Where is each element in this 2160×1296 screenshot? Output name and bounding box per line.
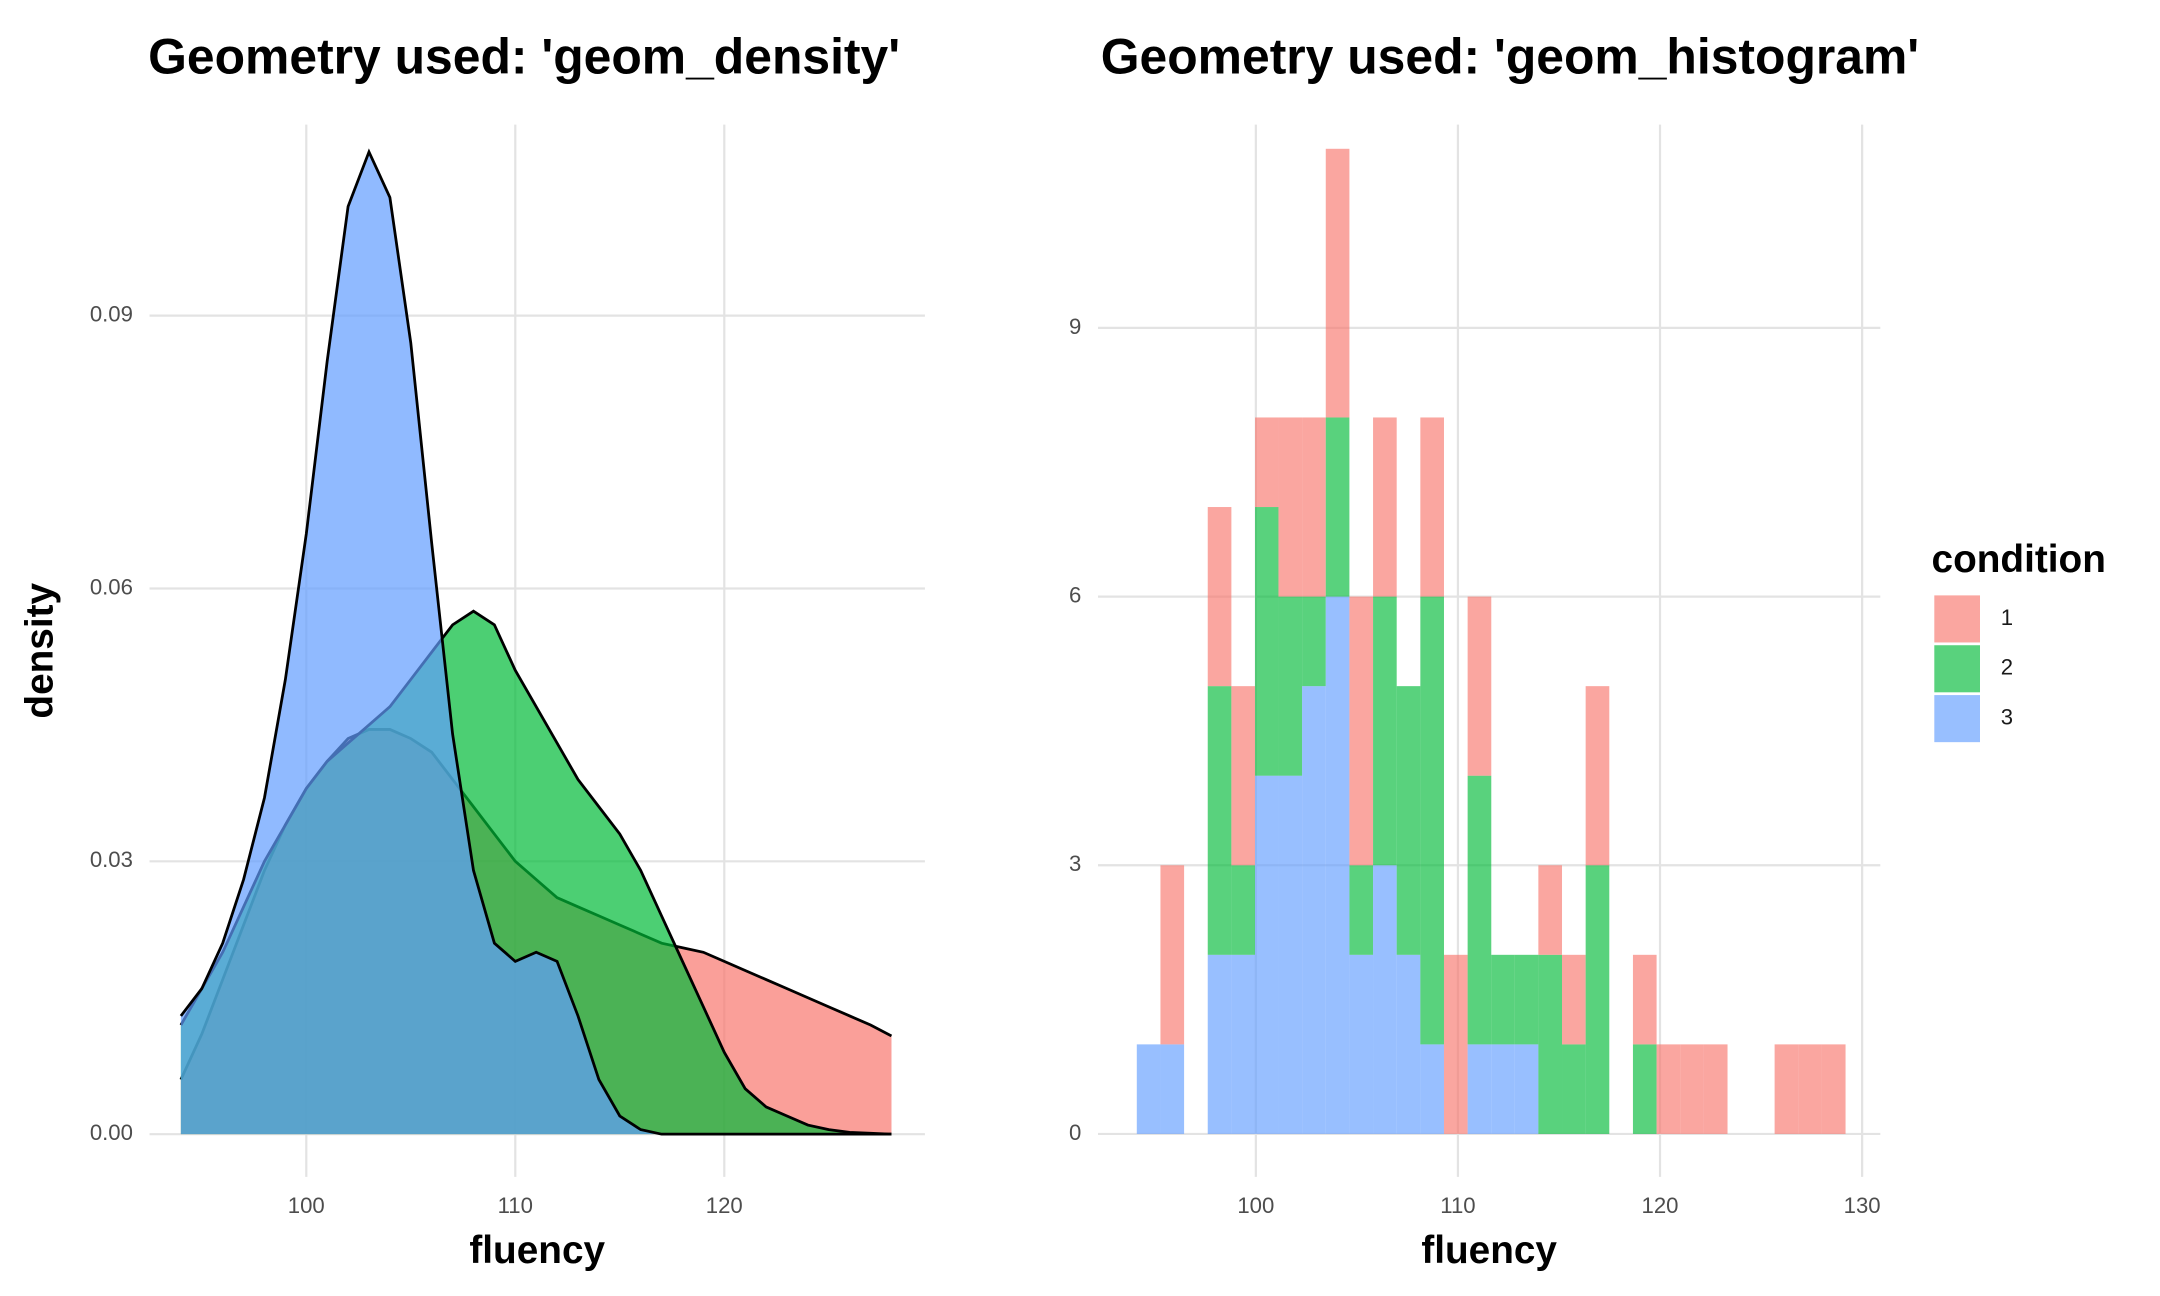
histogram-bar: [1562, 1044, 1586, 1134]
histogram-bar: [1467, 775, 1492, 1045]
histogram-bar: [1160, 1044, 1185, 1134]
histogram-bar: [1255, 507, 1279, 776]
histogram-bar: [1278, 775, 1303, 1134]
histogram-bar: [1278, 417, 1303, 597]
histogram-bar: [1278, 596, 1303, 776]
histogram-bar: [1302, 596, 1326, 687]
histogram-bar: [1349, 954, 1374, 1134]
histogram-bar: [1373, 865, 1397, 1134]
histogram-bar: [1231, 865, 1256, 955]
histogram-bar: [1207, 686, 1232, 955]
legend-label: 1: [2001, 605, 2013, 630]
x-tick-label: 100: [1237, 1193, 1274, 1218]
histogram-bar: [1302, 686, 1326, 1134]
histogram-bar: [1491, 954, 1515, 1045]
density-line: [179, 148, 892, 1136]
histogram-bar: [1396, 954, 1421, 1134]
histogram-bar: [1514, 1044, 1539, 1134]
histogram-bar: [1585, 686, 1610, 866]
histogram-bar: [1798, 1044, 1822, 1134]
histogram-bar: [1703, 1044, 1728, 1134]
legend-label: 2: [2001, 655, 2013, 680]
x-tick-label: 110: [498, 1193, 533, 1218]
y-tick-label: 3: [1069, 851, 1081, 876]
x-tick-label: 120: [1642, 1193, 1679, 1218]
histogram-bar: [1325, 417, 1350, 597]
histogram-bar: [1373, 417, 1397, 597]
histogram-bar: [1467, 596, 1492, 776]
histogram-bar: [1562, 954, 1586, 1045]
legend-swatch: [1934, 595, 1980, 643]
histogram-bar: [1420, 596, 1444, 1045]
density-area: [180, 151, 892, 1135]
histogram-bar: [1774, 1044, 1799, 1134]
legend-label: 3: [2001, 704, 2013, 729]
histogram-bar: [1349, 596, 1374, 866]
y-tick-label: 0.09: [90, 301, 133, 326]
histogram-bar: [1656, 1044, 1681, 1134]
x-axis-title: fluency: [469, 1229, 605, 1272]
histogram-bar: [1538, 954, 1563, 1134]
histogram-bar: [1632, 954, 1657, 1045]
histogram-bar: [1680, 1044, 1704, 1134]
histogram-bar: [1231, 686, 1256, 866]
x-axis-title: fluency: [1421, 1229, 1557, 1272]
histogram-bar: [1136, 1044, 1161, 1134]
histogram-bar: [1491, 1044, 1515, 1134]
histogram-bar: [1467, 1044, 1492, 1134]
histogram-bar: [1373, 596, 1397, 866]
y-axis-title: density: [19, 582, 62, 718]
y-tick-label: 0.03: [90, 847, 133, 872]
y-tick-label: 0.06: [90, 574, 133, 599]
histogram-bar: [1514, 954, 1539, 1045]
legend-swatch: [1934, 695, 1980, 743]
histogram-bar: [1302, 417, 1326, 597]
histogram-bar: [1160, 865, 1185, 1045]
chart-title: Geometry used: 'geom_density': [148, 28, 900, 84]
histogram-bar: [1821, 1044, 1846, 1134]
histogram-bar: [1207, 507, 1232, 687]
legend-swatch: [1934, 645, 1980, 693]
legend-title: condition: [1932, 538, 2106, 581]
y-tick-label: 0.00: [90, 1120, 133, 1145]
x-tick-label: 100: [288, 1193, 325, 1218]
histogram-bar: [1325, 148, 1350, 418]
x-tick-label: 120: [706, 1193, 743, 1218]
y-tick-label: 0: [1069, 1120, 1081, 1145]
histogram-bar: [1538, 865, 1563, 955]
histogram-bar: [1585, 865, 1610, 1134]
x-tick-label: 130: [1844, 1193, 1881, 1218]
panel: 0.00 0.03 0.06 0.09 100 110 120 Geometry used: …: [19, 28, 925, 1272]
histogram-bar: [1420, 417, 1444, 597]
chart-title: Geometry used: 'geom_histogram': [1101, 28, 1919, 84]
histogram-bar: [1420, 1044, 1444, 1134]
x-tick-label: 110: [1440, 1193, 1475, 1218]
panel: 0 3 6 9 100 110 120 130 Geometry used: 'geom_his…: [1069, 28, 2106, 1271]
histogram-bar: [1207, 954, 1232, 1134]
histogram-bar: [1632, 1044, 1657, 1134]
histogram-bar: [1325, 596, 1350, 1134]
histogram-bar: [1349, 865, 1374, 955]
y-tick-label: 6: [1069, 582, 1081, 607]
histogram-bar: [1443, 954, 1468, 1134]
y-tick-label: 9: [1069, 314, 1081, 339]
histogram-bar: [1231, 954, 1256, 1134]
histogram-bar: [1255, 775, 1279, 1134]
histogram-bar: [1255, 417, 1279, 508]
histogram-bar: [1396, 686, 1421, 955]
